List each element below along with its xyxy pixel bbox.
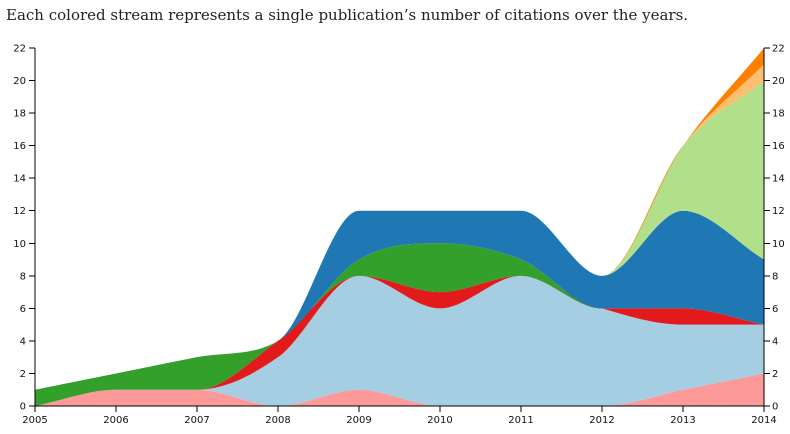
x-tick-label: 2010 <box>427 415 452 426</box>
y-tick-label-left: 4 <box>20 336 26 347</box>
y-tick-label-left: 18 <box>13 109 26 120</box>
y-tick-label-left: 2 <box>20 369 26 380</box>
y-tick-label-right: 14 <box>772 174 785 185</box>
y-tick-label-left: 20 <box>13 76 26 87</box>
y-tick-label-right: 2 <box>772 369 778 380</box>
x-tick-label: 2007 <box>184 415 209 426</box>
y-tick-label-left: 6 <box>20 304 26 315</box>
stream-series-5 <box>35 210 764 390</box>
stream-areas <box>35 48 764 406</box>
y-tick-label-left: 14 <box>13 174 26 185</box>
y-tick-label-right: 12 <box>772 206 785 217</box>
x-tick-label: 2013 <box>670 415 695 426</box>
x-tick-label: 2011 <box>508 415 533 426</box>
stream-series-1 <box>35 373 764 406</box>
stream-series-2 <box>35 275 764 406</box>
y-tick-label-right: 0 <box>772 402 778 413</box>
y-tick-label-right: 10 <box>772 239 785 250</box>
x-tick-label: 2014 <box>751 415 776 426</box>
x-tick-label: 2006 <box>103 415 128 426</box>
y-tick-label-left: 22 <box>13 44 26 55</box>
y-tick-label-right: 22 <box>772 44 785 55</box>
y-tick-label-left: 16 <box>13 141 26 152</box>
left-y-axis: 0 2 4 6 8 10 12 14 16 18 20 22 <box>13 44 36 413</box>
x-tick-label: 2009 <box>346 415 371 426</box>
y-tick-label-right: 18 <box>772 109 785 120</box>
stream-series-4 <box>35 243 764 406</box>
y-tick-label-right: 6 <box>772 304 778 315</box>
y-tick-label-left: 12 <box>13 206 26 217</box>
y-tick-label-right: 8 <box>772 271 778 282</box>
right-y-axis: 0 2 4 6 8 10 12 14 16 18 20 22 <box>763 44 785 413</box>
y-tick-label-left: 8 <box>20 271 26 282</box>
y-tick-label-right: 20 <box>772 76 785 87</box>
x-tick-label: 2012 <box>589 415 614 426</box>
x-axis: 2005 2006 2007 2008 2009 2010 2011 2012 2013 2014 <box>22 405 777 426</box>
x-tick-label: 2005 <box>22 415 47 426</box>
y-tick-label-right: 4 <box>772 336 778 347</box>
x-tick-label: 2008 <box>265 415 290 426</box>
y-tick-label-right: 16 <box>772 141 785 152</box>
chart-caption: Each colored stream represents a single … <box>6 6 689 24</box>
y-tick-label-left: 0 <box>20 402 26 413</box>
y-tick-label-left: 10 <box>13 239 26 250</box>
